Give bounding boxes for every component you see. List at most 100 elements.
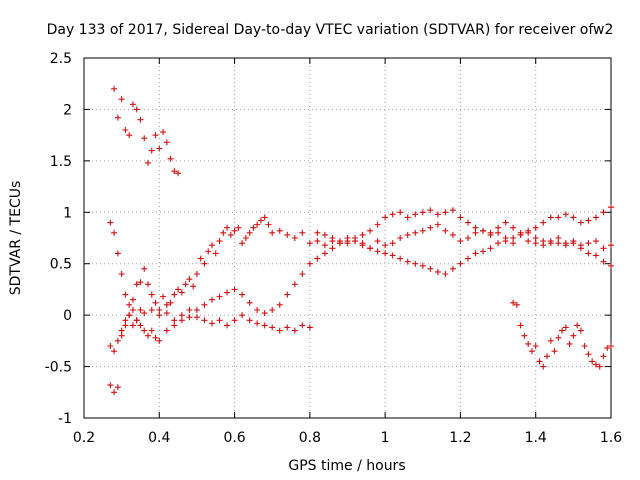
data-point [540, 238, 547, 245]
data-point [536, 358, 543, 365]
data-point [171, 322, 178, 329]
data-point [412, 229, 419, 236]
data-point [559, 327, 566, 334]
data-point [321, 231, 328, 238]
data-point [126, 312, 133, 319]
data-point [284, 291, 291, 298]
data-point [291, 327, 298, 334]
data-point [389, 252, 396, 259]
data-point [137, 279, 144, 286]
data-point [129, 307, 136, 313]
data-point [254, 320, 261, 327]
data-point [412, 260, 419, 267]
data-point [457, 238, 464, 245]
data-point [577, 219, 584, 226]
data-point [148, 327, 155, 334]
data-point [510, 299, 517, 306]
y-tick-label: 0 [63, 308, 72, 324]
data-point [171, 291, 178, 298]
data-point [224, 322, 231, 329]
data-point [487, 245, 494, 252]
data-point [502, 238, 509, 245]
data-point [600, 209, 607, 216]
data-point [118, 271, 125, 277]
data-point [562, 211, 569, 218]
data-point [137, 116, 144, 123]
data-point [178, 289, 185, 296]
data-point [382, 214, 389, 221]
data-point [291, 235, 298, 241]
data-point [359, 242, 366, 249]
data-point [449, 265, 456, 272]
y-axis-label: SDTVAR / TECUs [8, 181, 24, 296]
data-point [532, 343, 539, 349]
data-point [555, 334, 562, 341]
data-point [495, 229, 502, 236]
data-point [374, 238, 381, 245]
data-point [133, 106, 140, 113]
data-point [608, 242, 614, 249]
data-point [570, 214, 577, 221]
data-point [299, 322, 306, 329]
data-point [547, 240, 554, 247]
data-point [397, 255, 404, 262]
data-point [261, 310, 268, 317]
data-point [201, 260, 208, 267]
x-tick-labels: 0.2 0.4 0.6 0.8 1 1.2 1.4 1.6 [73, 430, 622, 446]
data-point [472, 250, 479, 257]
data-point [111, 389, 118, 396]
x-tick-label: 1.2 [449, 430, 471, 446]
data-point [551, 348, 558, 355]
data-point [261, 214, 268, 221]
data-point [434, 268, 441, 275]
data-point [397, 209, 404, 216]
data-point [208, 296, 215, 303]
data-point [608, 343, 614, 349]
y-tick-labels: -1 -0.5 0 0.5 1 1.5 2 2.5 [45, 51, 72, 427]
data-point [427, 265, 434, 272]
data-point [382, 242, 389, 249]
data-point [419, 209, 426, 216]
data-point [114, 337, 121, 344]
data-point [472, 229, 479, 236]
data-point [144, 159, 151, 166]
data-point [276, 227, 283, 234]
series-track-c-dip-then-rise [107, 204, 614, 344]
x-tick-label: 0.8 [299, 430, 321, 446]
data-point [581, 343, 588, 349]
data-point [114, 384, 121, 391]
data-point [532, 235, 539, 241]
data-point [562, 324, 569, 331]
data-point [224, 289, 231, 296]
data-point [374, 221, 381, 228]
data-point [389, 211, 396, 218]
data-point [521, 332, 528, 339]
data-point [133, 317, 140, 324]
x-tick-label: 1.6 [600, 430, 622, 446]
data-point [144, 281, 151, 288]
data-point [449, 207, 456, 214]
data-point [212, 250, 219, 257]
data-point [122, 317, 129, 324]
data-point [220, 229, 227, 236]
data-point [502, 219, 509, 226]
data-point [555, 214, 562, 221]
data-point [314, 238, 321, 245]
data-point [231, 227, 238, 234]
data-point [242, 235, 249, 241]
data-point [201, 301, 208, 308]
data-point [442, 271, 449, 277]
data-point [321, 242, 328, 249]
data-point [449, 231, 456, 238]
data-point [555, 240, 562, 247]
data-point [359, 231, 366, 238]
data-point [306, 260, 313, 267]
data-point [592, 238, 599, 245]
data-point [141, 265, 148, 272]
data-point [525, 229, 532, 236]
data-point [122, 127, 129, 133]
data-point [269, 324, 276, 331]
data-point [495, 240, 502, 247]
data-point [555, 235, 562, 241]
